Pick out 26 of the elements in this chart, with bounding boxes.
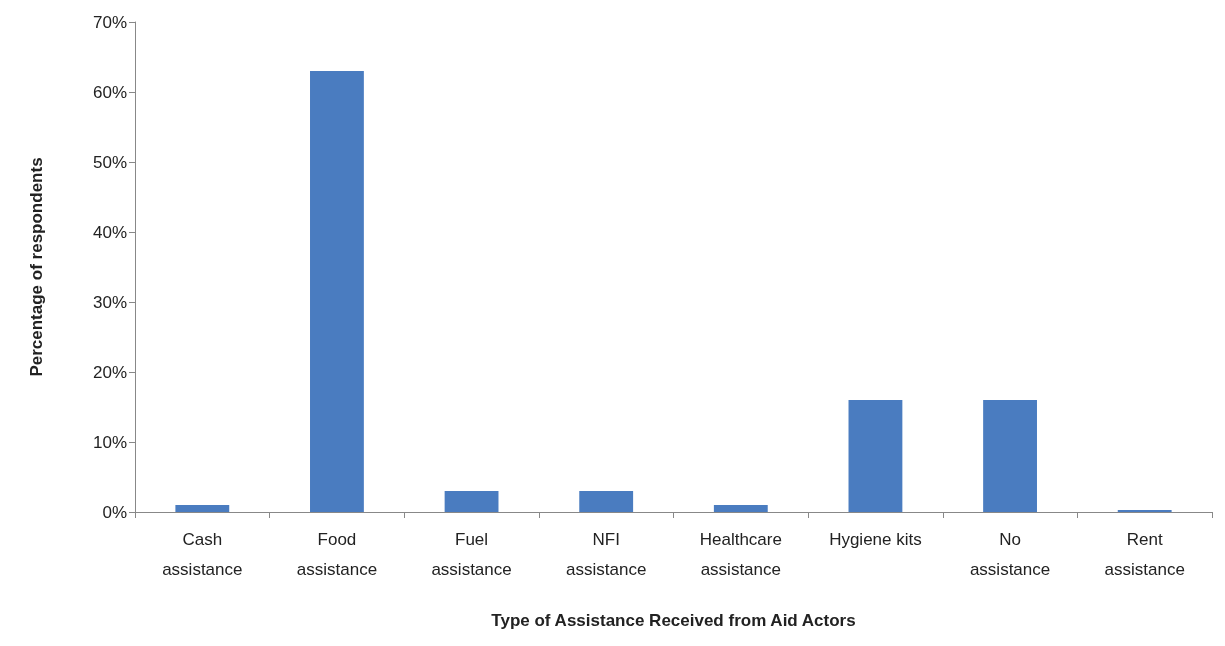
- x-tick-label: NFI assistance: [566, 529, 647, 579]
- x-tick-label: Healthcare assistance: [699, 529, 782, 579]
- y-tick-label: 0%: [102, 502, 127, 522]
- bar: [310, 71, 364, 512]
- y-tick-label: 60%: [92, 82, 127, 102]
- x-tick-label: Hygiene kits: [829, 529, 922, 549]
- x-tick-label: Rent assistance: [1104, 529, 1185, 579]
- y-tick-label: 20%: [92, 362, 127, 382]
- y-tick-label: 50%: [92, 152, 127, 172]
- bar: [983, 400, 1037, 512]
- y-axis-title: Percentage of respondents: [27, 157, 46, 377]
- x-tick-label: Cash assistance: [162, 529, 243, 579]
- x-axis-title: Type of Assistance Received from Aid Actors: [491, 611, 856, 630]
- bar: [848, 400, 903, 512]
- y-tick-label: 40%: [92, 222, 127, 242]
- bar: [444, 491, 499, 512]
- bar: [175, 505, 230, 512]
- x-tick-label: No assistance: [969, 529, 1051, 579]
- y-tick-label: 30%: [92, 292, 127, 312]
- x-tick-label: Fuel assistance: [431, 529, 512, 579]
- y-tick-label: 70%: [92, 12, 127, 32]
- y-tick-label: 10%: [92, 432, 127, 452]
- bar: [1117, 509, 1172, 512]
- bar: [713, 505, 768, 512]
- bar: [579, 491, 634, 512]
- x-tick-label: Food assistance: [296, 529, 378, 579]
